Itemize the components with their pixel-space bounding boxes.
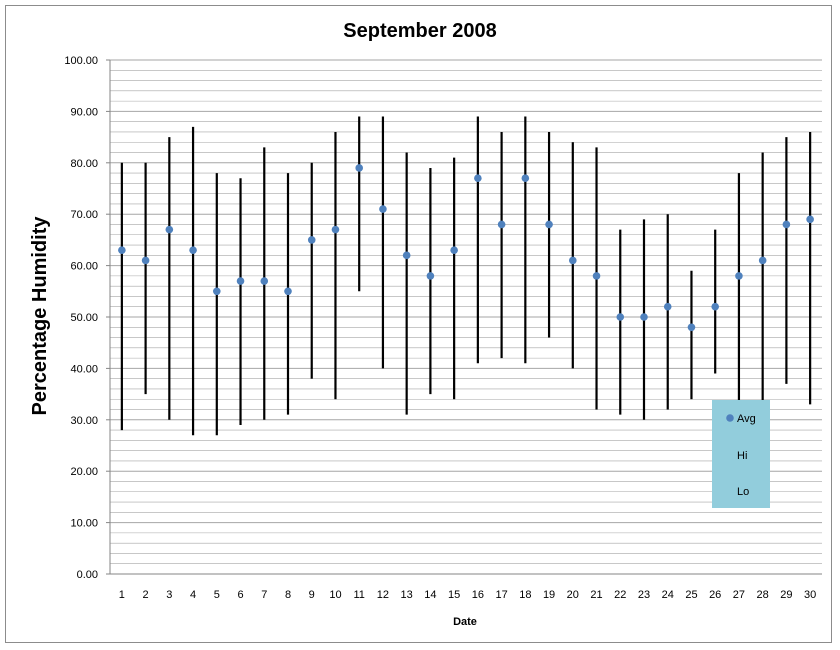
x-tick-label: 25 — [685, 589, 697, 601]
x-tick-label: 2 — [143, 589, 149, 601]
y-tick-label: 60.00 — [70, 261, 98, 273]
x-tick-label: 3 — [166, 589, 172, 601]
legend-avg-label: Avg — [737, 413, 756, 425]
x-tick-label: 10 — [329, 589, 341, 601]
avg-point — [236, 277, 245, 285]
avg-point — [474, 174, 482, 183]
y-tick-labels: 0.00 10.00 20.00 30.00 40.00 50.00 60.00 70.00 8… — [64, 55, 98, 581]
avg-point — [782, 220, 791, 229]
avg-point — [402, 251, 411, 260]
y-tick-label: 80.00 — [70, 158, 98, 170]
x-tick-label: 29 — [780, 589, 792, 601]
y-tick-label: 10.00 — [70, 518, 98, 530]
avg-point — [355, 164, 364, 172]
avg-point — [735, 272, 743, 280]
avg-point — [616, 313, 625, 321]
y-tick-label: 20.00 — [70, 466, 98, 478]
legend-hi-label: Hi — [737, 450, 747, 462]
x-tick-label: 7 — [261, 589, 267, 601]
x-tick-label: 30 — [804, 589, 816, 601]
x-axis-label: Date — [453, 616, 477, 628]
avg-point — [592, 272, 601, 280]
y-tick-label: 50.00 — [70, 312, 98, 324]
x-tick-labels: 1 2 3 4 5 6 7 8 9 10 11 12 13 14 15 16 17 18 19 20 21 22 23 24 2… — [119, 589, 816, 601]
avg-point — [687, 323, 696, 332]
y-tick-label: 90.00 — [70, 106, 98, 118]
x-tick-label: 18 — [519, 589, 531, 601]
x-tick-label: 8 — [285, 589, 291, 601]
avg-point — [806, 215, 814, 224]
avg-point — [497, 220, 506, 229]
x-tick-label: 12 — [377, 589, 389, 601]
y-axis-label: Percentage Humidity — [29, 216, 51, 416]
x-tick-label: 13 — [401, 589, 413, 601]
avg-point — [569, 256, 577, 265]
avg-point — [307, 236, 316, 244]
x-tick-label: 16 — [472, 589, 484, 601]
avg-point — [141, 256, 150, 265]
x-tick-label: 1 — [119, 589, 125, 601]
y-tick-label: 30.00 — [70, 415, 98, 427]
x-tick-label: 14 — [424, 589, 436, 601]
x-tick-label: 9 — [309, 589, 315, 601]
avg-point — [640, 313, 648, 321]
avg-point — [758, 256, 767, 265]
x-tick-label: 26 — [709, 589, 721, 601]
avg-point — [284, 287, 292, 296]
avg-point — [450, 246, 458, 254]
avg-point — [379, 205, 387, 213]
hi-lo-lines — [120, 116, 812, 436]
x-tick-label: 28 — [757, 589, 769, 601]
avg-point — [118, 246, 126, 254]
x-tick-label: 6 — [237, 589, 243, 601]
y-tick-label: 40.00 — [70, 363, 98, 375]
avg-point — [711, 302, 719, 311]
x-tick-label: 5 — [214, 589, 220, 601]
x-tick-label: 22 — [614, 589, 626, 601]
y-tick-label: 100.00 — [64, 55, 98, 67]
legend-avg-marker — [726, 414, 734, 422]
y-tick-label: 0.00 — [77, 569, 98, 581]
avg-points — [118, 164, 814, 332]
legend-lo-label: Lo — [737, 486, 749, 498]
gridlines — [110, 59, 822, 565]
avg-point — [165, 225, 174, 234]
x-tick-label: 4 — [190, 589, 196, 601]
avg-point — [260, 277, 269, 285]
avg-point — [663, 302, 672, 311]
avg-point — [521, 174, 530, 183]
legend: Avg Hi Lo — [712, 400, 770, 508]
x-tick-label: 21 — [590, 589, 602, 601]
avg-point — [331, 225, 340, 234]
x-tick-label: 15 — [448, 589, 460, 601]
avg-point — [189, 246, 197, 254]
x-tick-label: 19 — [543, 589, 555, 601]
legend-box — [712, 400, 770, 508]
avg-point — [545, 220, 553, 229]
y-tick-label: 70.00 — [70, 209, 98, 221]
avg-point — [213, 287, 221, 296]
axes — [106, 59, 822, 575]
x-tick-label: 11 — [353, 589, 364, 601]
chart-title: September 2008 — [343, 20, 496, 42]
x-tick-label: 17 — [495, 589, 507, 601]
x-tick-label: 27 — [733, 589, 745, 601]
x-tick-label: 24 — [662, 589, 674, 601]
avg-point — [426, 272, 435, 280]
x-tick-label: 20 — [567, 589, 579, 601]
x-tick-label: 23 — [638, 589, 650, 601]
